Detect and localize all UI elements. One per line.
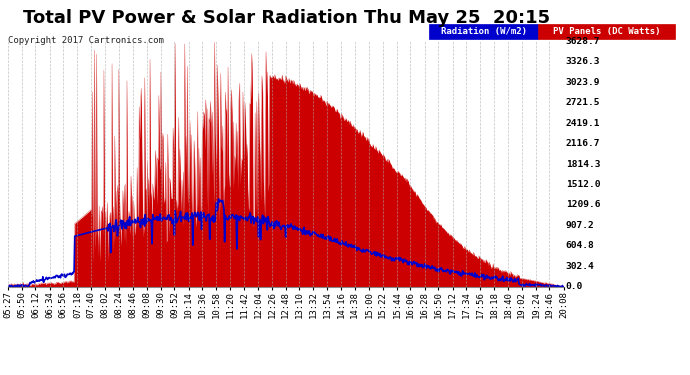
Text: 1814.3: 1814.3: [566, 160, 600, 169]
Text: 907.2: 907.2: [566, 221, 595, 230]
Text: PV Panels (DC Watts): PV Panels (DC Watts): [553, 27, 660, 36]
Text: 2419.1: 2419.1: [566, 118, 600, 128]
Text: 0.0: 0.0: [566, 282, 583, 291]
Text: Total PV Power & Solar Radiation Thu May 25  20:15: Total PV Power & Solar Radiation Thu May…: [23, 9, 550, 27]
Text: 1209.6: 1209.6: [566, 201, 600, 210]
Text: Radiation (W/m2): Radiation (W/m2): [441, 27, 526, 36]
Text: Copyright 2017 Cartronics.com: Copyright 2017 Cartronics.com: [8, 36, 164, 45]
Text: 3023.9: 3023.9: [566, 78, 600, 87]
Text: 2721.5: 2721.5: [566, 98, 600, 107]
Text: 3326.3: 3326.3: [566, 57, 600, 66]
Text: 302.4: 302.4: [566, 262, 595, 271]
Text: 2116.7: 2116.7: [566, 139, 600, 148]
Text: 1512.0: 1512.0: [566, 180, 600, 189]
Text: 604.8: 604.8: [566, 242, 595, 250]
Text: 3628.7: 3628.7: [566, 37, 600, 46]
